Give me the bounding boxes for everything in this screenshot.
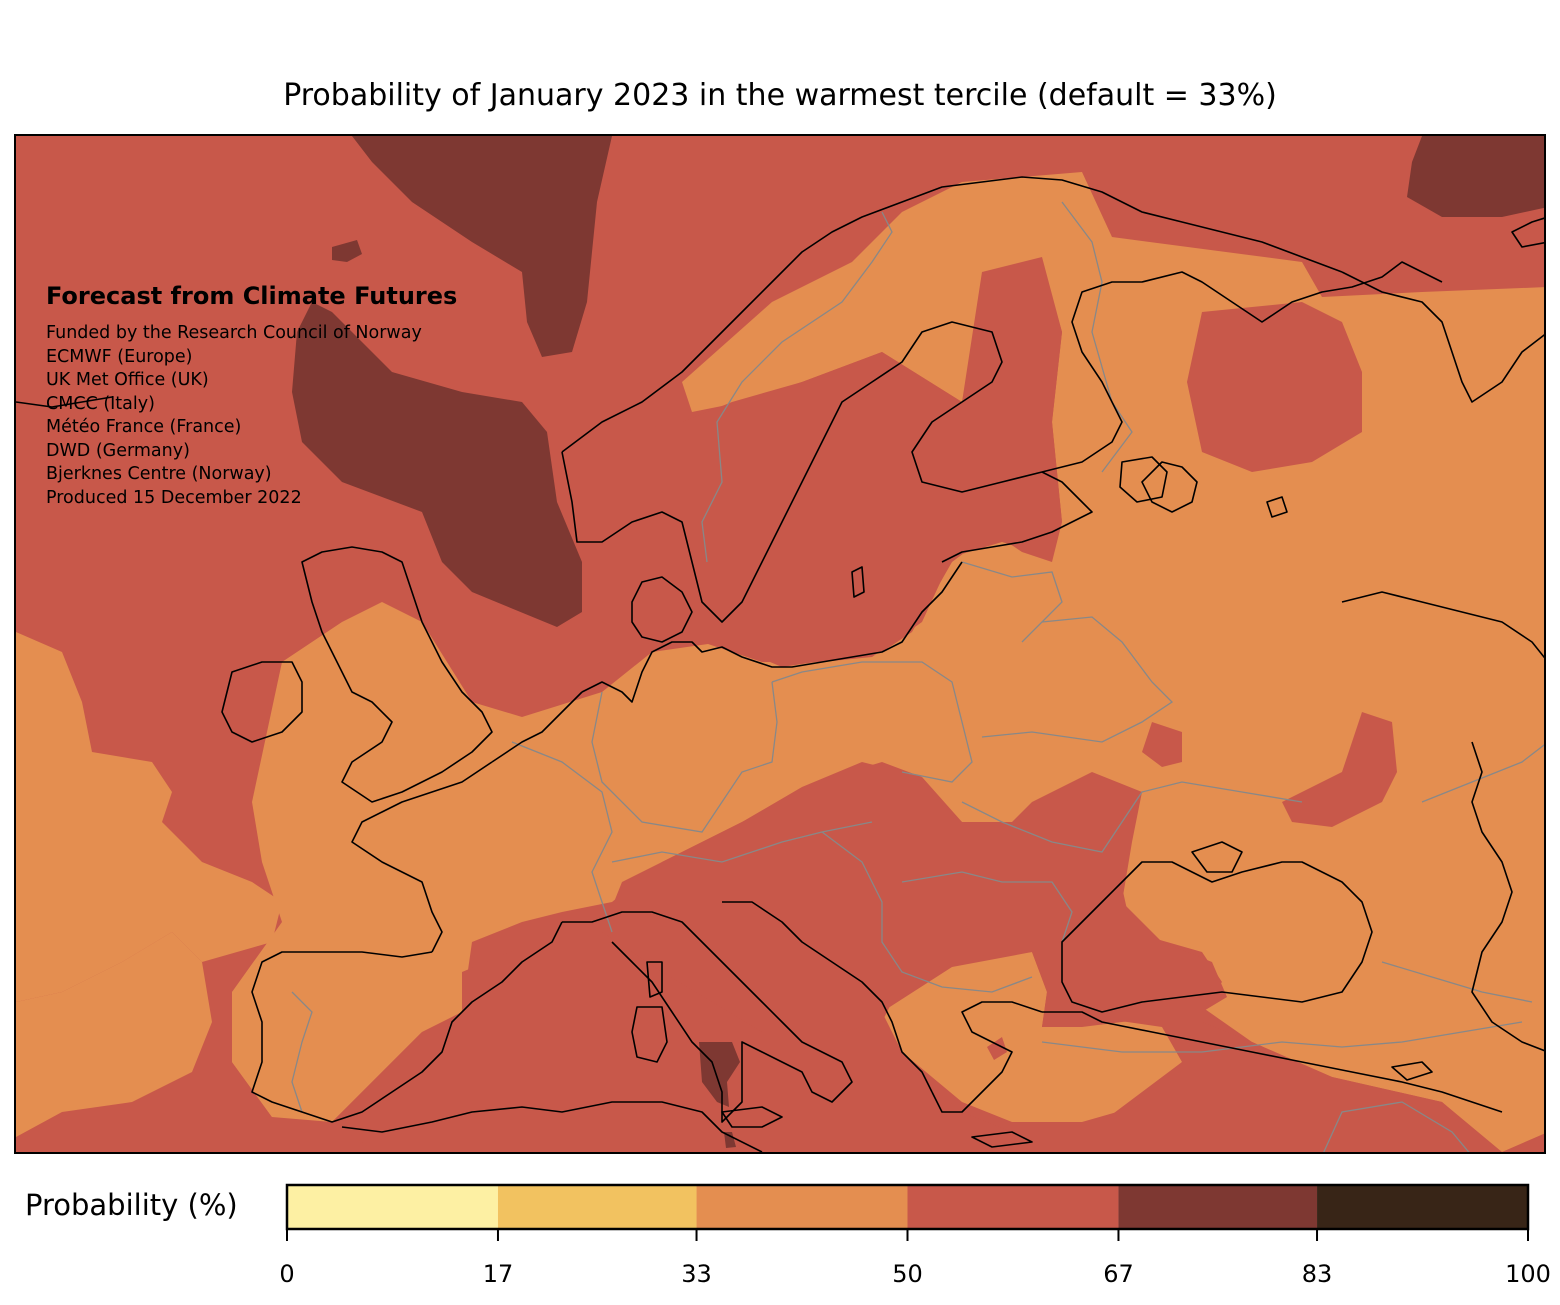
colorbar-label: Probability (%) — [25, 1188, 238, 1222]
coast-azov — [1191, 841, 1243, 873]
border-germany — [591, 681, 778, 833]
coast-adriatic — [722, 901, 933, 1093]
colorbar-bin — [1118, 1185, 1318, 1229]
colorbar-bin — [696, 1185, 908, 1229]
colorbar-bin — [907, 1185, 1119, 1229]
zone-atlantic-north — [292, 302, 582, 627]
zone-sicily-dot — [724, 1132, 736, 1148]
zone-iberia — [16, 932, 212, 1137]
colorbar-outline — [285, 1183, 1530, 1231]
coast-ireland — [221, 661, 303, 743]
coast-baltic-south — [581, 561, 963, 703]
colorbar-tick-label: 0 — [279, 1260, 295, 1288]
zone-atlantic-west — [16, 632, 282, 1002]
border-belarus — [981, 616, 1174, 743]
colorbar-tick-label: 100 — [1505, 1260, 1551, 1288]
coast-crete — [971, 1131, 1033, 1148]
zone-aegean-dot — [987, 1037, 1007, 1060]
credits-line: Météo France (France) — [46, 417, 242, 437]
zone-mediterranean — [332, 932, 1498, 1152]
zone-baltic — [582, 257, 1062, 662]
colorbar-bin — [287, 1185, 498, 1229]
credits-line: Bjerknes Centre (Norway) — [46, 464, 272, 484]
coast-gotland — [851, 566, 865, 598]
country-borders — [291, 201, 1544, 1152]
colorbar-tick-label: 33 — [681, 1260, 712, 1288]
credits-line: Funded by the Research Council of Norway — [46, 323, 422, 343]
zones-67-83 — [292, 136, 1544, 1148]
border-turkey — [1041, 1021, 1523, 1053]
zones-50-67 — [332, 257, 1498, 1152]
border-poland — [771, 661, 973, 783]
zone-ukraine — [1282, 712, 1397, 827]
border-caucasus — [1381, 961, 1533, 1003]
coast-gulf-finland — [941, 471, 1093, 563]
coast-greece — [931, 1001, 1043, 1113]
map-panel: Forecast from Climate Futures Funded by … — [14, 134, 1546, 1154]
colorbar-bins — [287, 1185, 1528, 1229]
border-france — [511, 741, 613, 933]
coast-svalbard-novaya — [1511, 217, 1544, 248]
border-middle-east — [1323, 1101, 1470, 1152]
zone-balkans-blacksea — [602, 762, 1227, 1032]
coast-italy — [562, 911, 853, 1123]
border-balkans — [821, 831, 1033, 993]
credits-line: DWD (Germany) — [46, 440, 190, 461]
coast-white-sea — [1141, 461, 1198, 513]
credits-line: ECMWF (Europe) — [46, 346, 193, 367]
zone-russia-north — [1187, 302, 1362, 472]
colorbar-tick-label: 17 — [482, 1260, 514, 1288]
map-title: Probability of January 2023 in the warme… — [283, 78, 1277, 113]
coast-russia-inland — [1341, 591, 1544, 659]
colorbar-bin — [497, 1185, 697, 1229]
zone-greece-turkey — [882, 952, 1182, 1122]
coast-black-sea — [1061, 861, 1373, 1013]
coast-turkey-south — [1042, 1011, 1503, 1113]
coast-russia-arctic — [1341, 271, 1544, 403]
border-finland-russia — [1061, 201, 1133, 473]
border-iberia — [291, 991, 313, 1113]
coast-africa — [341, 1101, 763, 1152]
zone-iceland-dot — [332, 240, 362, 262]
coast-onega — [1266, 496, 1288, 518]
coast-denmark — [631, 576, 693, 643]
colorbar-tick-label: 67 — [1103, 1260, 1134, 1288]
coast-uk — [301, 546, 493, 803]
border-ukraine — [961, 781, 1303, 853]
probability-map — [16, 136, 1544, 1152]
credits-line: Produced 15 December 2022 — [46, 487, 302, 508]
border-baltics — [961, 561, 1063, 643]
zone-belarus — [1142, 722, 1182, 767]
zone-iberia-inner — [232, 942, 462, 1117]
border-sweden-norway — [701, 211, 893, 563]
coast-north-sea — [491, 691, 583, 763]
coast-cyprus — [1391, 1061, 1433, 1081]
coast-norway-sweden — [561, 261, 1443, 623]
zone-arctic-east — [1407, 136, 1544, 217]
border-russia-kazakh — [1421, 744, 1544, 803]
colorbar-bin — [1317, 1185, 1528, 1229]
border-romania — [901, 871, 1073, 943]
colorbar-ticks — [286, 1229, 1529, 1241]
coast-ladoga — [1119, 456, 1168, 503]
colorbar-tick-label: 83 — [1301, 1260, 1333, 1288]
credits-heading: Forecast from Climate Futures — [46, 282, 458, 310]
credits-line: UK Met Office (UK) — [46, 370, 209, 390]
coast-sardinia — [631, 1006, 668, 1063]
coast-france — [351, 761, 493, 953]
coast-iberia — [251, 921, 563, 1123]
border-alps — [611, 821, 873, 863]
coast-sicily — [721, 1106, 783, 1128]
coast-caspian — [1471, 741, 1544, 1052]
colorbar-tick-label: 50 — [892, 1260, 923, 1288]
coast-iceland-edge — [16, 396, 113, 408]
coast-corsica — [646, 961, 663, 998]
credits-box: Forecast from Climate Futures Funded by … — [46, 282, 457, 510]
coast-norway-north — [561, 176, 1343, 453]
coastlines — [16, 176, 1544, 1152]
credits-line: CMCC (Italy) — [46, 393, 155, 414]
zone-norwegian-sea — [352, 136, 612, 357]
